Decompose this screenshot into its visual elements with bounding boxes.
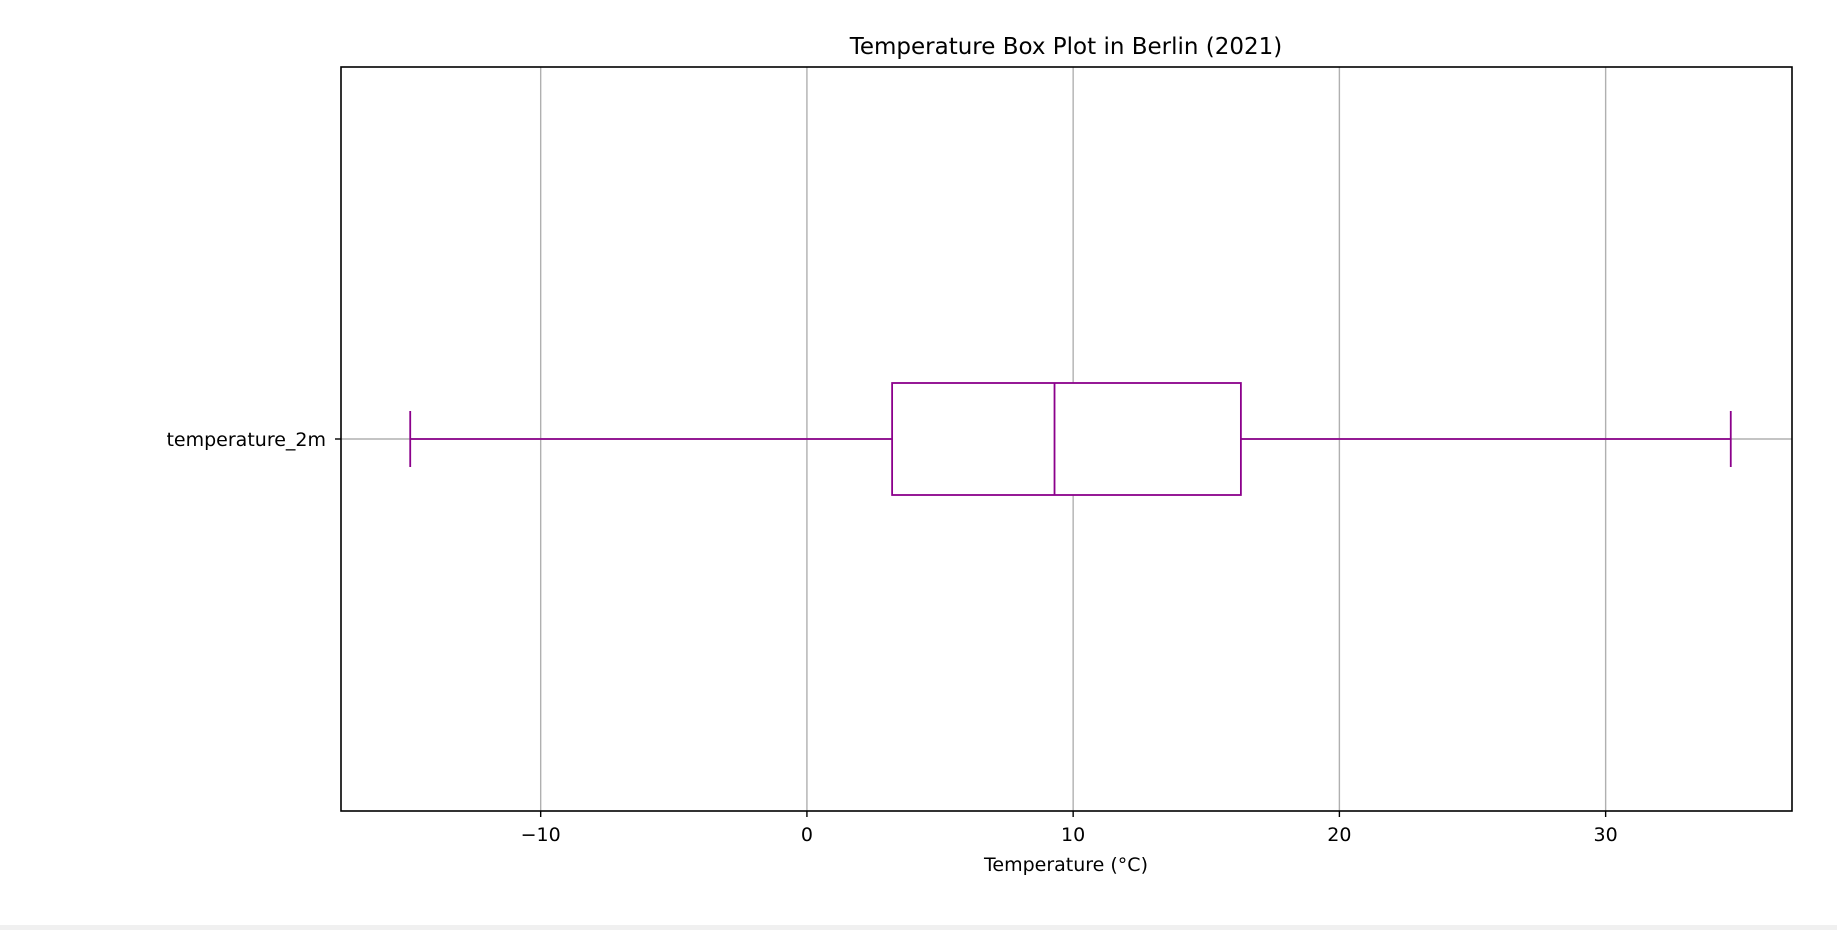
x-tick-label: −10 bbox=[521, 824, 561, 846]
x-tick-label: 20 bbox=[1327, 824, 1351, 846]
x-axis-label: Temperature (°C) bbox=[983, 854, 1148, 876]
x-tick-label: 30 bbox=[1594, 824, 1618, 846]
y-tick-label: temperature_2m bbox=[166, 429, 326, 451]
tick-layer: −10 0 10 20 30 temperature_2m bbox=[166, 429, 1617, 846]
x-tick-label: 0 bbox=[801, 824, 813, 846]
interquartile-box bbox=[891, 382, 1242, 496]
box-layer bbox=[409, 382, 1732, 496]
x-tick-label: 10 bbox=[1061, 824, 1085, 846]
chart-title: Temperature Box Plot in Berlin (2021) bbox=[849, 34, 1283, 60]
